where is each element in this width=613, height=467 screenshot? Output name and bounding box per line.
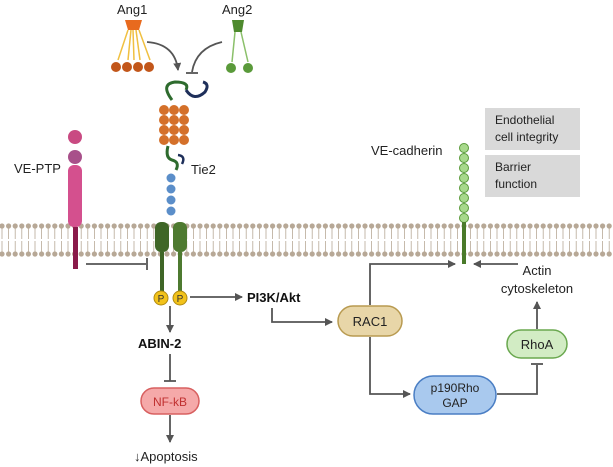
outcome-integrity-line1: Endothelial <box>495 113 554 127</box>
outcome-integrity-line2: cell integrity <box>495 130 558 144</box>
actin-label-line2: cytoskeleton <box>501 281 573 296</box>
ve-ptp-receptor: VE-PTP <box>14 130 82 269</box>
rac1-p190-arrow <box>369 337 411 398</box>
outcome-barrier-line1: Barrier <box>495 160 531 174</box>
ang2-label: Ang2 <box>222 2 252 17</box>
ang1-label: Ang1 <box>117 2 147 17</box>
p190-rhoa-inhibition-line <box>497 365 538 395</box>
rac1-node: RAC1 <box>337 305 403 337</box>
ve-ptp-label: VE-PTP <box>14 161 61 176</box>
p190-label-line1: p190Rho <box>431 381 480 395</box>
rac1-label: RAC1 <box>353 314 388 329</box>
rac1-vecad-arrow <box>369 260 456 305</box>
p190rhogap-node: p190Rho GAP <box>413 375 497 415</box>
actin-label-line1: Actin <box>523 263 552 278</box>
outcome-box-barrier: Barrier function <box>485 155 580 197</box>
nfkb-label: NF-kB <box>153 395 187 409</box>
outcome-box-integrity: Endothelial cell integrity <box>485 108 580 150</box>
ve-cadherin: VE-cadherin <box>371 143 469 264</box>
rhoa-label: RhoA <box>521 337 554 352</box>
phospho-right-label: P <box>177 294 184 305</box>
outcome-barrier-line2: function <box>495 177 537 191</box>
tie2-receptor: Tie2 <box>155 80 216 292</box>
rhoa-node: RhoA <box>506 329 568 359</box>
ang2-ligand: Ang2 <box>222 2 253 73</box>
nfkb-node: NF-kB <box>140 387 200 415</box>
ang1-activation-arrow <box>146 41 182 71</box>
p190-label-line2: GAP <box>442 396 467 410</box>
phospho-left-label: P <box>158 294 165 305</box>
apoptosis-label: ↓Apoptosis <box>134 449 198 464</box>
pi3k-rac1-arrow <box>271 308 333 326</box>
cell-membrane <box>0 223 612 257</box>
ang1-ligand: Ang1 <box>111 2 154 72</box>
tie2-label: Tie2 <box>191 162 216 177</box>
pi3k-akt-label: PI3K/Akt <box>247 290 301 305</box>
phospho-site-left: P <box>153 290 169 306</box>
ve-cadherin-label: VE-cadherin <box>371 143 443 158</box>
abin2-label: ABIN-2 <box>138 336 181 351</box>
ang2-inhibition-line <box>191 41 223 73</box>
phospho-site-right: P <box>172 290 188 306</box>
